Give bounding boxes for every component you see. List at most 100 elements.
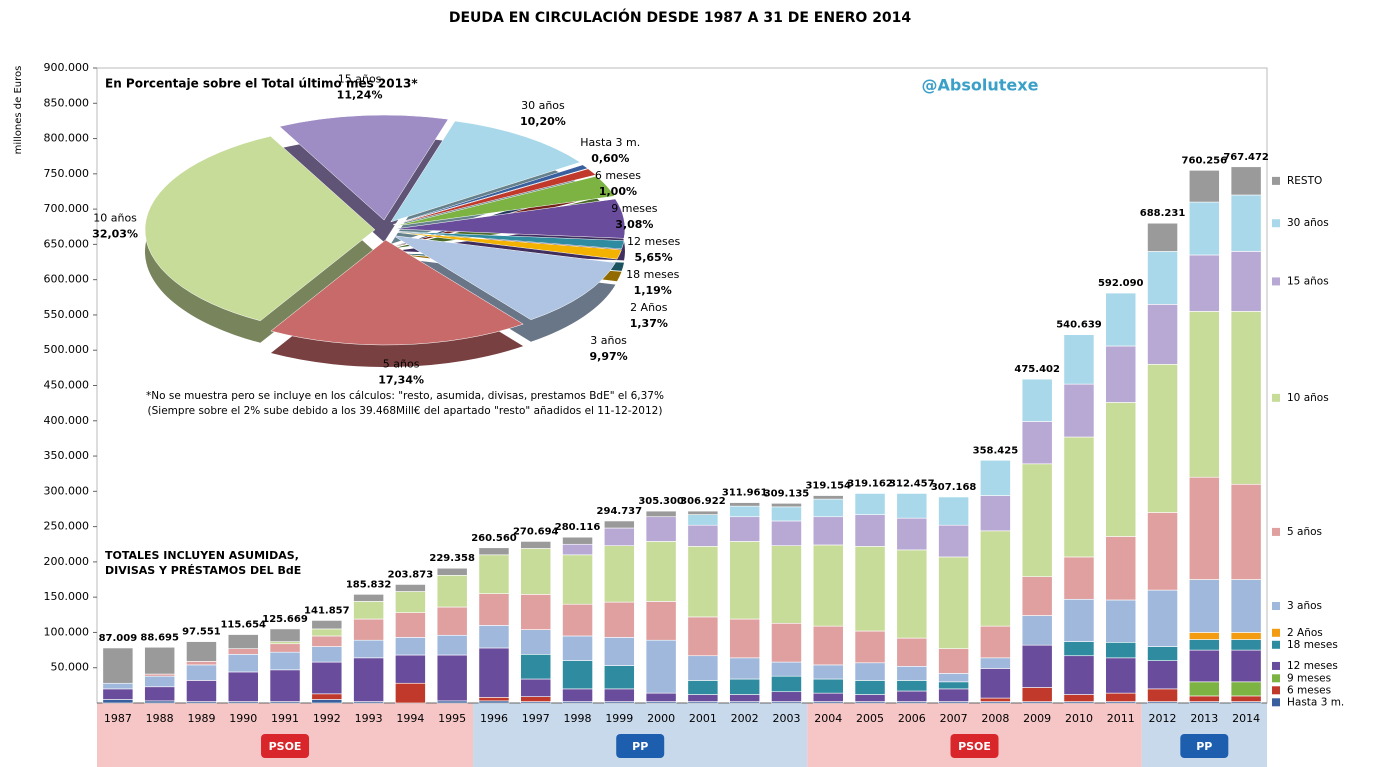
party-badge [616,734,665,758]
bar-segment [938,648,969,674]
total-label: 760.256 [1182,155,1228,166]
party-label: PSOE [269,740,302,753]
bar-segment [687,524,719,547]
x-tick-label: 2003 [772,712,800,725]
bar-segment [186,641,217,662]
total-label: 688.231 [1140,208,1186,219]
legend-swatch [1272,277,1280,286]
bar-segment [1147,688,1178,702]
bar-segment [1230,632,1262,640]
bar-segment [812,664,844,680]
x-tick-label: 2007 [940,712,968,725]
bar-segment [896,680,928,692]
bar-segment [854,630,886,664]
bar-segment [603,637,635,666]
bar-segment [645,601,677,641]
pie-label: Hasta 3 m. [580,136,640,149]
bar-segment [186,680,217,702]
bar-segment [353,601,384,620]
bar-segment [771,545,802,624]
bar-segment [1021,463,1053,578]
bar-segment [227,671,259,702]
bar-segment [812,544,844,627]
y-tick-label: 300.000 [44,484,90,497]
legend-swatch [1272,219,1280,228]
bar-segment [1063,334,1095,385]
bar-segment [311,635,343,647]
legend-label: 2 Años [1287,627,1323,639]
y-tick-label: 100.000 [44,625,90,638]
pie-label: 30 años [521,99,565,112]
bar-segment [1188,476,1220,580]
bar-segment [771,691,802,702]
pie-label: 2 Años [630,301,668,314]
bar-segment [144,675,176,688]
pie-label: 18 meses [626,268,679,281]
bar-segment [603,527,635,546]
bar-segment [144,700,176,704]
bar-segment [854,546,886,632]
pie-value-label: 11,24% [337,89,383,102]
bar-segment [562,536,593,545]
bar-segment [1230,194,1262,252]
bar-segment [980,657,1011,669]
x-tick-label: 2011 [1107,712,1135,725]
y-tick-label: 750.000 [44,167,90,180]
y-tick-label: 900.000 [44,61,90,74]
bar-segment [980,530,1011,627]
bar-segment [938,673,969,683]
bar-segment [1188,639,1220,651]
pie-slice [393,168,597,226]
party-label: PP [1196,740,1212,753]
bar-segment [395,637,426,656]
bar-segment [478,647,510,698]
pie-value-label: 1,19% [634,284,672,297]
total-label: 185.832 [346,579,392,590]
pie-value-label: 3,08% [615,218,653,231]
bar-segment [562,603,593,637]
bar-segment [1021,378,1053,422]
pie-slice [394,198,626,239]
bar-segment [1188,681,1220,697]
bar-segment [771,622,802,663]
bar-segment [854,493,886,515]
bar-segment [1063,383,1095,438]
pie-slice [279,114,449,221]
bar-segment [645,541,677,602]
bar-segment [436,634,468,656]
total-label: 294.737 [597,506,643,517]
bar-segment [1147,222,1178,252]
total-label: 125.669 [262,614,308,625]
bar-segment [353,594,384,602]
bar-segment [603,601,635,638]
x-tick-label: 1987 [104,712,132,725]
pie-slice [390,120,581,223]
pie-slice [144,135,376,322]
bar-segment [1188,170,1220,203]
bar-segment [645,510,677,518]
bar-segment [896,666,928,681]
bar-segment [812,495,844,500]
legend-label: 18 meses [1287,639,1338,651]
y-tick-label: 200.000 [44,555,90,568]
total-label: 280.116 [555,522,601,533]
bar-segment [854,694,886,702]
bar-segment [186,664,217,681]
legend-label: 3 años [1287,600,1322,612]
bar-segment [395,612,426,638]
bar-segment [1063,436,1095,558]
bar-segment [269,628,301,642]
legend-swatch [1272,628,1280,637]
bar-segment [520,548,552,595]
bar-segment [729,502,761,507]
total-label: 307.168 [931,482,977,493]
x-tick-label: 1996 [480,712,508,725]
legend-label: Hasta 3 m. [1287,696,1344,708]
legend-swatch [1272,698,1280,707]
bar-segment [562,635,593,661]
x-tick-label: 1992 [313,712,341,725]
x-tick-label: 2000 [647,712,675,725]
total-label: 309.135 [764,488,810,499]
pie-slice [393,164,589,225]
bar-segment [729,657,761,680]
